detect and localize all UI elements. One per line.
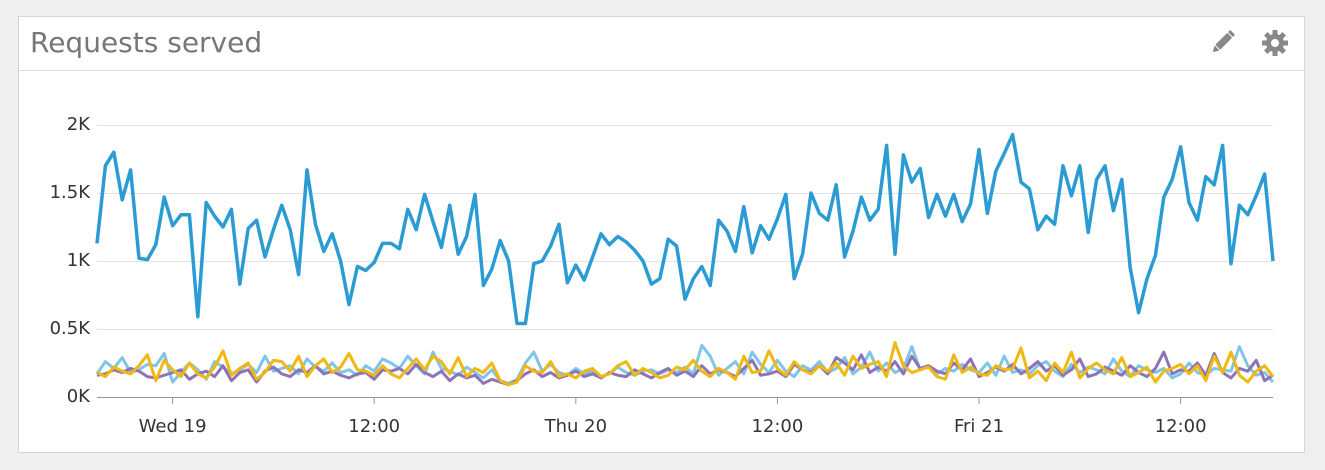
- x-tick-label: 12:00: [1155, 416, 1207, 437]
- x-tick-label: 12:00: [751, 416, 803, 437]
- y-tick-label: 0.5K: [50, 318, 92, 339]
- widget-frame: [18, 16, 1305, 453]
- y-tick-label: 1K: [67, 250, 91, 271]
- series-line: [96, 341, 1275, 387]
- settings-icon[interactable]: [1262, 30, 1288, 56]
- y-tick-label: 1.5K: [50, 182, 92, 203]
- widget-title: Requests served: [30, 26, 262, 59]
- plot: 0K 0.5K 1K 1.5K 2K Wed 19 12:00 Thu 20 12:00 Fri …: [50, 114, 1275, 437]
- x-tick-label: Wed 19: [139, 416, 207, 437]
- x-tick-label: 12:00: [348, 416, 400, 437]
- y-tick-label: 2K: [67, 114, 91, 135]
- x-tick-label: Fri 21: [954, 416, 1004, 437]
- series-line: [95, 132, 1275, 326]
- y-tick-label: 0K: [67, 386, 91, 407]
- edit-icon[interactable]: [1210, 30, 1235, 55]
- x-tick-label: Thu 20: [544, 416, 607, 437]
